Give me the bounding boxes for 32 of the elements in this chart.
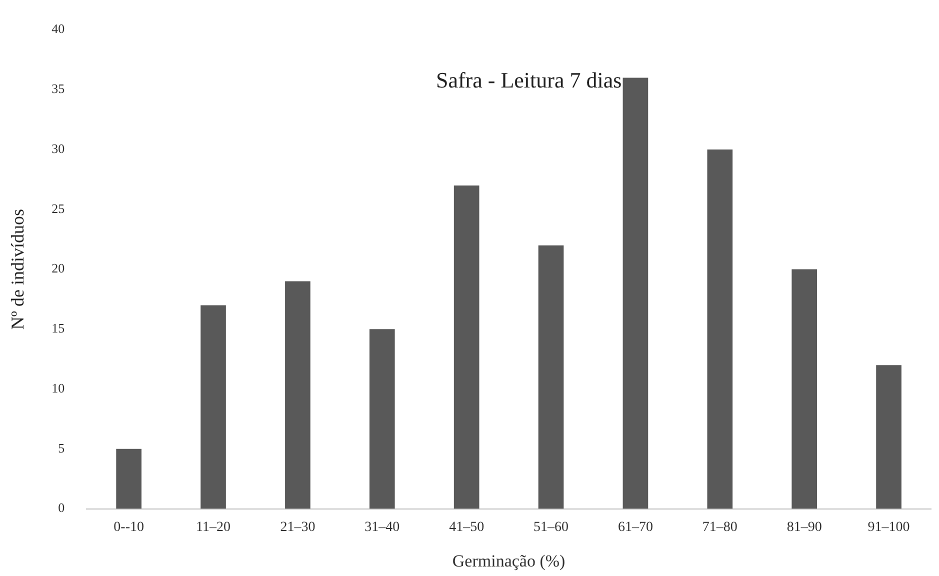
- y-tick-label: 5: [58, 440, 65, 456]
- bar: [707, 150, 733, 509]
- x-tick-label: 61–70: [618, 520, 653, 535]
- x-tick-label: 41–50: [449, 520, 484, 535]
- bar: [285, 281, 310, 509]
- bar: [116, 448, 142, 509]
- x-tick-label: 0--10: [114, 520, 144, 535]
- y-tick-label: 40: [52, 21, 65, 36]
- x-tick-label: 81–90: [786, 520, 822, 535]
- y-tick-label: 35: [52, 81, 65, 96]
- y-tick-label: 25: [52, 200, 65, 216]
- bar: [369, 329, 395, 509]
- bar: [200, 305, 226, 509]
- x-tick-label: 21–30: [280, 520, 316, 535]
- x-tick-label: 71–80: [702, 520, 738, 535]
- y-axis-title: Nº de indivíduos: [8, 209, 28, 330]
- bar: [876, 365, 902, 509]
- x-axis-title: Germinação (%): [452, 551, 566, 570]
- x-tick-label: 31–40: [364, 520, 400, 535]
- bar: [454, 185, 480, 509]
- y-tick-label: 15: [52, 320, 65, 336]
- y-tick-label: 0: [58, 500, 65, 516]
- bar: [538, 245, 564, 509]
- y-tick-label: 10: [52, 380, 65, 396]
- y-tick-label: 20: [52, 260, 65, 276]
- bar: [622, 78, 648, 509]
- x-tick-label: 11–20: [196, 520, 230, 535]
- x-tick-label: 91–100: [868, 520, 910, 535]
- y-tick-label: 30: [52, 140, 65, 156]
- bar: [792, 269, 818, 509]
- x-tick-label: 51–60: [534, 520, 569, 535]
- text: Safra - Leitura 7 dias: [436, 68, 622, 93]
